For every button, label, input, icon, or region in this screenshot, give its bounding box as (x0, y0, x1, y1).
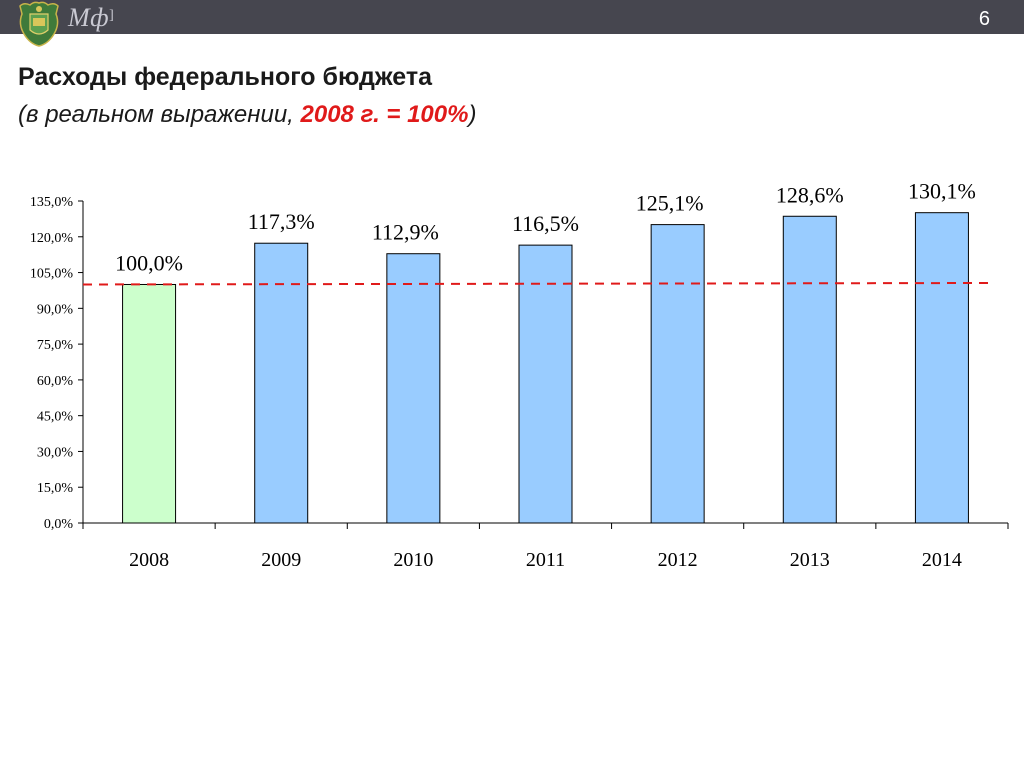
x-category-label: 2010 (393, 549, 433, 571)
subtitle-accent: 2008 г. = 100% (300, 101, 469, 128)
reference-line-group (82, 281, 996, 286)
y-tick-label: 135,0% (30, 195, 74, 210)
x-category-label: 2012 (658, 549, 698, 571)
data-label: 130,1% (908, 179, 976, 204)
bar-2010 (386, 253, 441, 524)
bar-2008 (122, 283, 177, 524)
top-bar: Мф] 6 (0, 0, 1024, 47)
bar-2013 (782, 215, 837, 524)
data-label: 116,5% (512, 211, 579, 236)
data-label: 117,3% (248, 209, 315, 234)
data-labels: 100,0% 117,3% 112,9% 116,5% 125,1% 128,6% 130,… (115, 179, 976, 276)
data-label: 125,1% (636, 191, 704, 216)
reference-line (82, 281, 996, 286)
slide-title: Расходы федерального бюджета (18, 63, 432, 91)
bar-2011 (518, 244, 573, 524)
x-category-label: 2014 (922, 549, 962, 571)
y-tick-label: 45,0% (37, 410, 74, 425)
y-tick-label: 75,0% (37, 338, 74, 353)
x-category-label: 2011 (526, 549, 565, 571)
bar-2009 (254, 242, 309, 524)
subtitle-suffix: ) (468, 101, 477, 128)
bars (122, 212, 969, 524)
data-label: 112,9% (372, 220, 439, 245)
y-tick-label: 120,0% (30, 231, 74, 246)
y-tick-label: 60,0% (37, 374, 74, 389)
y-tick-label: 90,0% (37, 302, 74, 317)
y-axis: 0,0% 15,0% 30,0% 45,0% 60,0% 75,0% 90,0% 105,0%… (30, 195, 84, 532)
x-category-label: 2008 (129, 549, 169, 571)
logo-text: Мф] (68, 3, 115, 32)
x-category-label: 2009 (261, 549, 301, 571)
y-tick-label: 30,0% (37, 445, 74, 460)
x-axis: 2008 2009 2010 2011 2012 2013 2014 (82, 522, 1009, 571)
slide-number: 6 (978, 8, 990, 30)
bar-2014 (914, 212, 969, 524)
data-label: 128,6% (776, 182, 844, 207)
y-tick-label: 105,0% (30, 267, 74, 282)
data-label: 100,0% (115, 250, 183, 275)
coat-of-arms-icon (19, 1, 59, 47)
y-tick-label: 0,0% (44, 517, 74, 532)
subtitle-prefix: (в реальном выражении, (18, 101, 301, 128)
y-tick-label: 15,0% (37, 481, 74, 496)
slide-subtitle: (в реальном выражении, 2008 г. = 100%) (18, 101, 476, 129)
bar-2012 (650, 224, 705, 524)
x-category-label: 2013 (790, 549, 830, 571)
